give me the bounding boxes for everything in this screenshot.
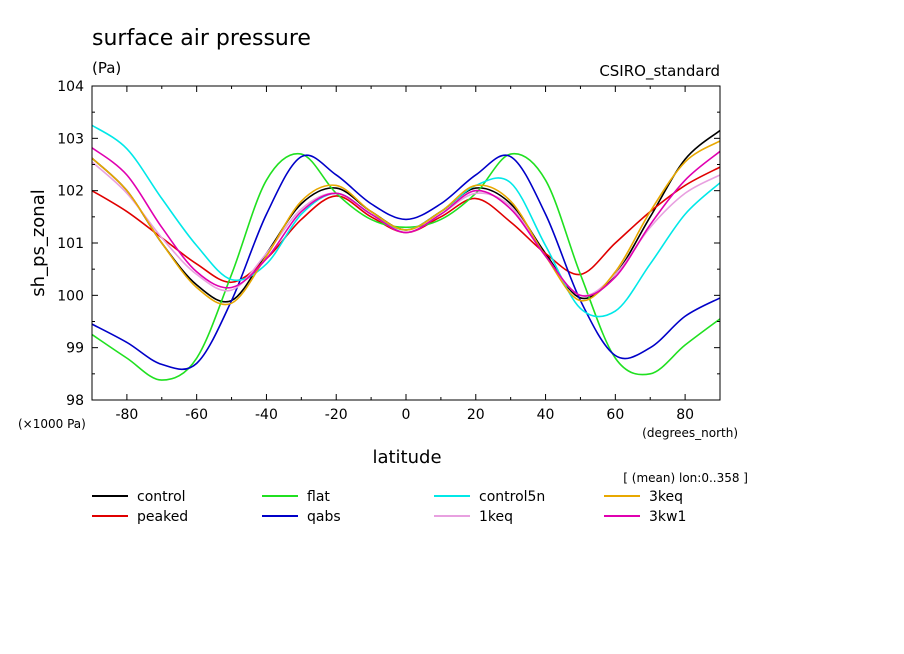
x-tick-label: 80: [676, 407, 694, 423]
x-tick-label: -40: [255, 407, 278, 423]
legend-label-3keq: 3keq: [649, 489, 683, 505]
x-tick-label: -80: [115, 407, 138, 423]
x-axis-label: latitude: [372, 447, 441, 468]
y-tick-label: 103: [57, 131, 84, 147]
y-axis-label: sh_ps_zonal: [28, 189, 49, 297]
series-line-3keq: [91, 140, 721, 306]
y-tick-label: 104: [57, 79, 84, 95]
legend-label-qabs: qabs: [307, 509, 341, 525]
y-scale-note: (×1000 Pa): [18, 417, 86, 431]
chart-title: surface air pressure: [92, 26, 311, 51]
legend-label-control: control: [137, 489, 186, 505]
x-tick-label: 60: [606, 407, 624, 423]
x-axis-units: (degrees_north): [642, 426, 738, 440]
dataset-label: CSIRO_standard: [599, 62, 720, 81]
x-tick-label: -60: [185, 407, 208, 423]
series-line-3kw1: [91, 147, 721, 297]
x-tick-label: -20: [325, 407, 348, 423]
plot-frame: [91, 85, 721, 401]
legend: control flat control5n 3keq peaked qabs 1keq 3k…: [92, 489, 686, 525]
mean-annotation: [ (mean) lon:0..358 ]: [623, 471, 748, 485]
y-tick-label: 102: [57, 184, 84, 200]
series-line-control5n: [91, 124, 721, 318]
y-tick-label: 98: [66, 393, 84, 409]
legend-label-flat: flat: [307, 489, 330, 505]
series-line-flat: [91, 152, 721, 381]
y-tick-label: 101: [57, 236, 84, 252]
plot-area: -80 -60 -40 -20 0 20 40 60 80 98 99 100 101 102 103 104: [57, 79, 721, 423]
y-tick-label: 99: [66, 341, 84, 357]
x-tick-label: 40: [537, 407, 555, 423]
y-tick-label: 100: [57, 288, 84, 304]
x-tick-label: 20: [467, 407, 485, 423]
legend-label-1keq: 1keq: [479, 509, 513, 525]
series-line-qabs: [91, 154, 721, 371]
x-tick-label: 0: [402, 407, 411, 423]
legend-label-peaked: peaked: [137, 509, 188, 525]
legend-label-3kw1: 3kw1: [649, 509, 686, 525]
chart-units: (Pa): [92, 59, 121, 77]
legend-label-control5n: control5n: [479, 489, 545, 505]
